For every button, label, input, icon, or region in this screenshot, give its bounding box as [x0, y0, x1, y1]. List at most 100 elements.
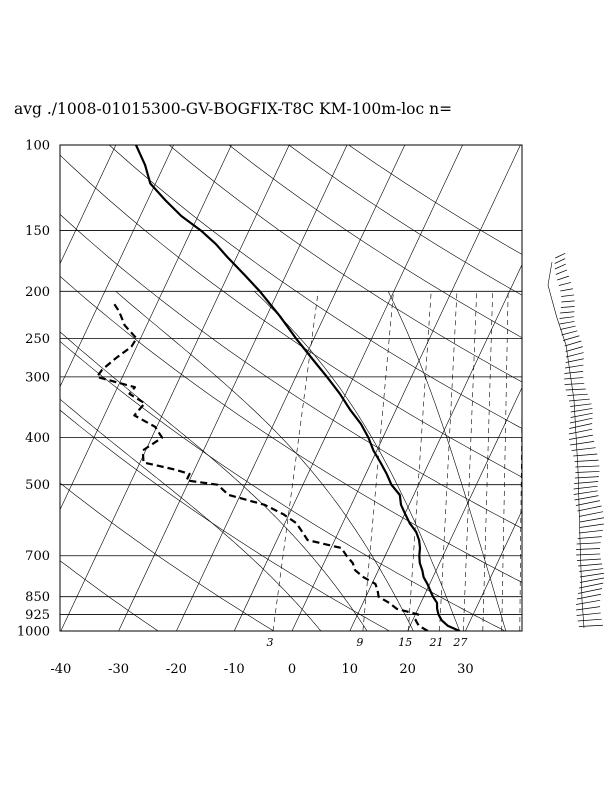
wind-barb	[579, 512, 603, 517]
wind-barb	[574, 481, 598, 483]
wind-barb	[565, 341, 582, 346]
dry-adiabat	[169, 145, 612, 631]
wind-barb	[555, 264, 566, 269]
isobar-lines	[60, 145, 522, 631]
wind-barb	[576, 554, 600, 555]
wind-barb	[569, 399, 590, 401]
wind-barb	[559, 282, 571, 285]
wind-barb	[571, 408, 593, 412]
temperature-tick-label: 10	[342, 662, 359, 677]
wind-barb	[578, 537, 602, 539]
mixing-ratio-line	[502, 291, 508, 631]
wind-barb	[570, 441, 594, 445]
mixing-ratio-label: 9	[356, 636, 363, 649]
pressure-tick-label: 1000	[17, 625, 50, 640]
mixing-ratio-line	[548, 291, 550, 631]
wind-barb	[580, 573, 604, 577]
wind-barb	[567, 394, 587, 395]
pressure-tick-label: 100	[25, 139, 50, 154]
wind-barb	[565, 383, 585, 384]
wind-barb	[569, 435, 593, 439]
pressure-tick-label: 700	[25, 549, 50, 564]
isotherm-line	[61, 145, 289, 631]
wind-barb	[561, 295, 574, 297]
wind-barb-column	[548, 253, 604, 628]
wind-barb	[556, 270, 567, 275]
wind-barb	[580, 518, 604, 522]
mixing-ratio-label: 3	[267, 636, 274, 649]
wind-barb	[571, 413, 593, 417]
wind-barb	[574, 491, 598, 495]
mixing-ratio-label: 21	[428, 636, 443, 649]
wind-barb	[580, 524, 604, 528]
wind-barb	[560, 289, 572, 291]
wind-barb	[577, 594, 601, 599]
temperature-tick-label: -30	[108, 662, 129, 677]
wind-barb	[561, 331, 577, 335]
dry-adiabat	[289, 145, 612, 631]
mixing-ratio-label: 27	[452, 636, 467, 649]
wind-barb	[576, 600, 600, 604]
wind-barb	[570, 418, 592, 423]
isotherm-line	[0, 145, 116, 631]
wind-barb	[575, 471, 599, 472]
pressure-tick-label: 300	[25, 370, 50, 385]
pressure-tick-label: 925	[25, 608, 50, 623]
pressure-tick-label: 500	[25, 478, 50, 493]
chart-title: avg ./1008-01015300-GV-BOGFIX-T8C KM-100…	[14, 100, 452, 118]
dry-adiabat	[0, 145, 389, 631]
plot-frame	[60, 145, 522, 631]
mixing-ratio-line	[463, 291, 476, 631]
wind-barb	[569, 424, 592, 429]
wind-barb-staff	[548, 262, 584, 628]
wind-barb	[570, 404, 591, 407]
wind-barb	[576, 607, 600, 610]
sounding-profiles	[97, 145, 460, 631]
wind-barb	[569, 429, 592, 434]
wind-barb	[579, 625, 603, 626]
wind-barb	[575, 460, 599, 461]
wind-barb	[580, 578, 604, 582]
temperature-tick-label: -40	[50, 662, 71, 677]
chart-grid	[0, 145, 612, 631]
wind-barb	[560, 326, 575, 329]
wind-barb	[579, 530, 603, 533]
mixing-ratio-label: 15	[398, 636, 412, 649]
pressure-tick-label: 400	[25, 431, 50, 446]
wind-barb	[572, 448, 596, 451]
wind-barb	[564, 378, 583, 379]
temperature-tick-label: -10	[224, 662, 245, 677]
wind-barb	[561, 301, 574, 302]
pressure-tick-label: 850	[25, 590, 50, 605]
mixing-ratio-labels: 3 9 15 21 27	[267, 636, 468, 649]
wind-barb	[575, 466, 599, 467]
wind-barb	[578, 619, 602, 621]
wind-barb	[566, 353, 583, 357]
temperature-profile	[136, 145, 460, 631]
wind-barb	[560, 312, 574, 313]
temperature-tick-label: 20	[399, 662, 416, 677]
wind-barb	[555, 253, 565, 258]
isotherm-line	[581, 145, 612, 631]
wind-barb	[560, 321, 575, 324]
pressure-tick-label: 250	[25, 332, 50, 347]
wind-barb	[576, 501, 600, 506]
isotherm-line	[292, 145, 520, 631]
wind-barb	[579, 583, 603, 588]
wind-barb	[566, 347, 583, 352]
wind-barb	[564, 371, 583, 373]
isotherm-line	[465, 145, 612, 631]
wind-barb	[576, 548, 600, 549]
wind-barb	[574, 486, 598, 489]
wind-barb	[577, 613, 601, 616]
isotherm-line	[523, 145, 612, 631]
wind-barb	[574, 496, 598, 500]
wind-barb	[563, 336, 579, 341]
pressure-tick-label: 200	[25, 285, 50, 300]
wind-barb	[566, 389, 586, 390]
wind-barb	[579, 569, 603, 572]
